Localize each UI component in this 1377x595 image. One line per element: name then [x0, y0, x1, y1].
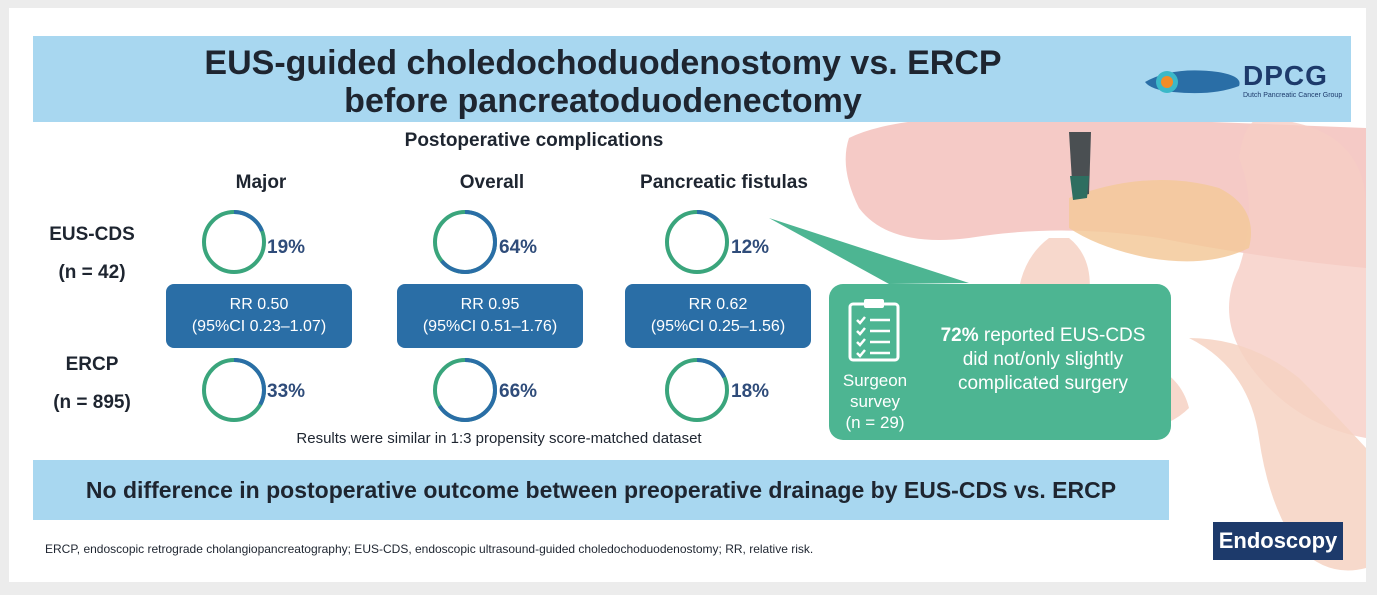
ring-arc — [433, 210, 497, 274]
row-label-ercp: ERCP (n = 895) — [27, 346, 157, 422]
rr-box-major: RR 0.50 (95%CI 0.23–1.07) — [166, 284, 352, 348]
bile-duct-stent-shape — [1070, 176, 1089, 200]
logo-text: DPCG — [1243, 60, 1328, 91]
row-label-ercp-n: (n = 895) — [53, 392, 131, 413]
matched-dataset-note: Results were similar in 1:3 propensity s… — [296, 430, 702, 447]
section-title: Postoperative complications — [404, 130, 664, 151]
survey-highlight: 72% — [940, 325, 979, 346]
rr-value-overall: RR 0.95 — [460, 296, 520, 313]
pct-eus-overall: 64% — [499, 237, 538, 258]
column-header-major: Major — [235, 172, 287, 193]
ring-eus-overall — [433, 210, 497, 274]
rr-ci-major: (95%CI 0.23–1.07) — [191, 318, 327, 335]
ring-arc — [202, 358, 266, 422]
survey-label-line-3: (n = 29) — [845, 413, 905, 432]
pct-ercp-overall: 66% — [499, 381, 538, 402]
ring-ercp-major — [202, 358, 266, 422]
pancreas-shape — [1069, 180, 1251, 262]
conclusion-banner: No difference in postoperative outcome b… — [33, 460, 1169, 520]
abbreviations-footnote: ERCP, endoscopic retrograde cholangiopan… — [45, 542, 814, 556]
ring-ercp-fistulas — [665, 358, 729, 422]
rr-value-major: RR 0.50 — [229, 296, 289, 313]
row-label-eus: EUS-CDS (n = 42) — [27, 216, 157, 292]
journal-badge: Endoscopy — [1213, 522, 1343, 560]
column-header-overall: Overall — [459, 172, 525, 193]
column-header-fistulas: Pancreatic fistulas — [640, 172, 808, 193]
survey-label: Surgeon survey (n = 29) — [833, 370, 917, 433]
ring-arc — [665, 210, 729, 274]
ring-track — [665, 210, 729, 274]
ring-arc — [433, 358, 497, 422]
title-banner: EUS-guided choledochoduodenostomy vs. ER… — [33, 36, 1351, 122]
pct-ercp-fistulas: 18% — [731, 381, 770, 402]
title-line-2: before pancreatoduodenectomy — [344, 82, 862, 120]
intestine-shape — [1189, 338, 1366, 571]
ring-eus-major — [202, 210, 266, 274]
page-title: EUS-guided choledochoduodenostomy vs. ER… — [183, 44, 1023, 120]
survey-result-text: 72% reported EUS-CDS did not/only slight… — [927, 324, 1159, 396]
pct-ercp-major: 33% — [267, 381, 306, 402]
ring-arc — [202, 210, 266, 274]
pct-eus-major: 19% — [267, 237, 306, 258]
ring-arc — [665, 358, 729, 422]
logo-subtext: Dutch Pancreatic Cancer Group — [1243, 92, 1343, 99]
survey-text-rest: reported EUS-CDS did not/only slightly c… — [957, 325, 1146, 394]
rr-ci-overall: (95%CI 0.51–1.76) — [422, 318, 558, 335]
row-label-eus-name: EUS-CDS — [49, 224, 135, 245]
checklist-icon — [848, 299, 900, 362]
rr-box-overall: RR 0.95 (95%CI 0.51–1.76) — [397, 284, 583, 348]
dpcg-logo-icon — [1145, 70, 1240, 94]
callout-pointer — [769, 218, 969, 284]
row-label-ercp-name: ERCP — [65, 354, 119, 375]
surgeon-survey-box: Surgeon survey (n = 29) 72% reported EUS… — [829, 284, 1171, 440]
pct-eus-fistulas: 12% — [731, 237, 770, 258]
rr-value-fistulas: RR 0.62 — [688, 296, 748, 313]
survey-label-line-2: survey — [849, 392, 901, 411]
survey-label-line-1: Surgeon — [842, 371, 908, 390]
infographic-card: EUS-guided choledochoduodenostomy vs. ER… — [9, 8, 1366, 582]
rr-box-fistulas: RR 0.62 (95%CI 0.25–1.56) — [625, 284, 811, 348]
ring-eus-fistulas — [665, 210, 729, 274]
title-line-1: EUS-guided choledochoduodenostomy vs. ER… — [204, 44, 1002, 82]
row-label-eus-n: (n = 42) — [58, 262, 126, 283]
ring-ercp-overall — [433, 358, 497, 422]
rr-ci-fistulas: (95%CI 0.25–1.56) — [650, 318, 786, 335]
